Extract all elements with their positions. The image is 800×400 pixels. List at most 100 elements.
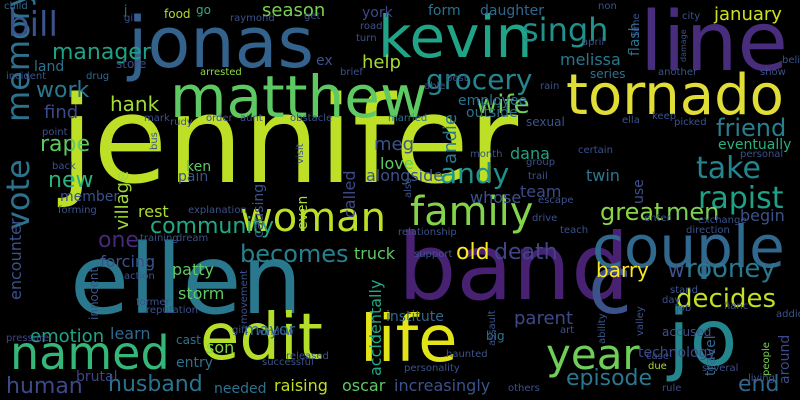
word-edit: edit: [200, 301, 323, 375]
word-ken: food: [164, 7, 191, 21]
word-c: c: [588, 239, 632, 332]
word-old: old: [456, 240, 490, 265]
word-big: day: [662, 295, 681, 306]
word-great: great: [600, 198, 664, 226]
word-visit: back: [52, 161, 76, 172]
word-picked: april: [582, 37, 605, 48]
word-andie: andie: [440, 114, 461, 164]
word-rape: rape: [40, 132, 91, 157]
word-son: son: [206, 338, 235, 357]
word-show: get: [304, 11, 321, 22]
word-reputation: rule: [662, 383, 682, 394]
word-matthew: matthew: [170, 63, 428, 131]
word-january: january: [714, 4, 782, 25]
word-haunted: brief: [340, 67, 363, 78]
word-member: pain: [178, 169, 209, 185]
word-forcing: forcing: [100, 252, 156, 271]
word-kevin: kevin: [378, 3, 533, 71]
word-gift: living: [748, 373, 775, 384]
word-mayor: york: [362, 5, 393, 21]
word-case: gift: [232, 325, 249, 336]
word-month: forming: [58, 205, 97, 216]
word-community: community: [150, 214, 275, 239]
word-york: member: [60, 189, 120, 205]
word-assault: job: [676, 303, 692, 314]
word-institute: institute: [386, 309, 444, 325]
word-meg: meg: [374, 134, 415, 155]
word-patty: patty: [172, 260, 214, 279]
word-life: life: [360, 303, 458, 377]
word-dana: dana: [510, 144, 550, 163]
word-family: family: [410, 189, 534, 235]
word-twin: twin: [586, 166, 620, 185]
word-named: named: [10, 326, 170, 380]
word-road: best: [446, 73, 468, 84]
word-manager: manager: [52, 40, 151, 65]
word-pain: go: [196, 3, 211, 17]
word-death: death: [494, 240, 558, 265]
word-successful: obstacle: [290, 113, 333, 124]
word-go: outside: [466, 105, 518, 121]
word-bill: bill: [8, 5, 58, 45]
word-jo: jo: [668, 294, 738, 384]
word-enter: bus: [149, 132, 160, 150]
word-rule: addict: [776, 309, 800, 320]
word-jennifer: jennifer: [60, 72, 519, 211]
word-men: men: [666, 198, 720, 226]
word-personal: enter: [644, 213, 671, 224]
word-travel: child: [4, 1, 28, 12]
word-valley: fianc: [724, 301, 749, 312]
word-decides: decides: [676, 284, 777, 314]
word-dream: due: [648, 361, 667, 372]
word-point: trail: [528, 171, 548, 182]
word-aunt: keep: [652, 111, 677, 122]
word-others: stand: [670, 285, 698, 296]
word-best: certain: [578, 145, 613, 156]
word-several: art: [560, 325, 575, 336]
word-gil: belief: [782, 55, 800, 66]
word-husband: husband: [108, 372, 203, 397]
word-incident: visit: [295, 143, 306, 164]
word-get: able: [424, 81, 446, 92]
word-episode: episode: [566, 366, 653, 391]
word-find: find: [44, 102, 79, 123]
word-employee: around: [777, 334, 793, 384]
word-storm: form: [428, 3, 461, 19]
word-child: series: [590, 67, 626, 81]
word-woman: woman: [240, 195, 387, 241]
word-outside: technology: [638, 345, 716, 361]
word-forming: support: [414, 249, 453, 260]
word-hank: hank: [110, 92, 160, 116]
word-whose: rest: [138, 202, 169, 221]
word-needed: needed: [214, 381, 267, 397]
word-increasingly: increasingly: [394, 376, 491, 395]
word-training: time: [631, 13, 642, 36]
word-wife: wife: [476, 90, 530, 120]
word-eventually: eventually: [718, 137, 792, 153]
word-line: line: [640, 0, 788, 90]
word-parent: parent: [514, 308, 574, 329]
word-group: teach: [560, 225, 589, 236]
word-accused: sexual: [526, 115, 565, 129]
word-beyond: land: [34, 59, 65, 75]
word-oscar: oscar: [342, 376, 386, 395]
word-due: pressure: [6, 333, 50, 344]
word-team: team: [520, 182, 562, 201]
word-obstacle: picked: [674, 117, 707, 128]
word-cast: big: [486, 329, 505, 343]
word-rudy: personal: [740, 149, 784, 160]
word-non: city: [682, 11, 701, 22]
word-movement: others: [508, 383, 540, 394]
word-exchange: also: [403, 177, 414, 198]
word-called: called: [340, 170, 359, 219]
word-former: order: [206, 113, 233, 124]
word-take: take: [696, 151, 761, 186]
word-stand: released: [286, 351, 329, 362]
word-scene: cast: [176, 333, 201, 347]
word-end: end: [738, 372, 780, 397]
word-raising: raising: [274, 376, 328, 395]
word-emotion: emotion: [30, 326, 105, 347]
word-april: point: [42, 127, 68, 138]
word-fianc: window: [256, 327, 294, 338]
